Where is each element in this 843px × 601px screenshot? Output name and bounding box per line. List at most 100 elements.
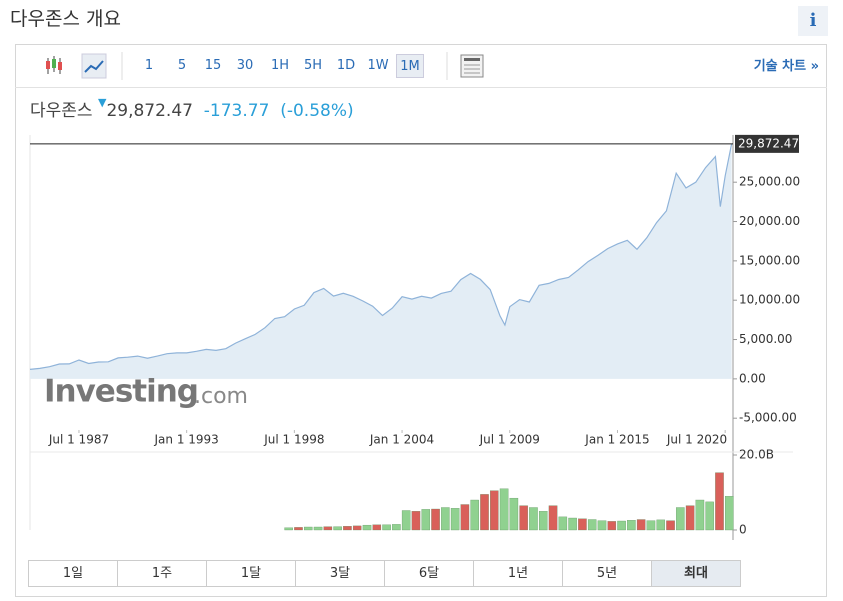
x-tick-label: Jan 1 1993 — [154, 433, 219, 447]
table-icon-wrap — [446, 52, 484, 80]
interval-button[interactable]: 5 — [177, 58, 187, 73]
last-price-box — [735, 134, 799, 153]
price-line — [29, 143, 733, 370]
volume-bar — [636, 519, 646, 531]
watermark: Investing — [44, 374, 198, 410]
y-tick-label: 0.00 — [739, 371, 766, 385]
volume-bar — [725, 496, 734, 531]
x-tick-label: Jul 1 2009 — [479, 433, 540, 447]
change-percent: (-0.58%) — [280, 101, 354, 121]
volume-bar — [372, 524, 382, 531]
volume-bar — [362, 524, 372, 531]
x-tick-label: Jan 1 2004 — [369, 433, 434, 447]
x-tick-label: Jul 1 1998 — [263, 433, 324, 447]
volume-bar — [666, 520, 675, 531]
toolbar: 1 5 15 30 1H 5H 1D 1W 1M 기술 차트 » — [15, 44, 827, 88]
volume-bar — [617, 520, 626, 531]
volume-bar — [587, 519, 597, 531]
x-tick-label: Jan 1 2015 — [584, 433, 649, 447]
interval-button[interactable]: 1D — [336, 58, 356, 73]
y-tick-label: 0 — [739, 523, 747, 537]
range-button[interactable]: 3달 — [295, 560, 385, 587]
volume-bar — [548, 505, 558, 531]
volume-bar — [695, 499, 705, 531]
last-price-label: 29,872.47 — [738, 136, 799, 150]
area-icon[interactable] — [81, 53, 107, 79]
volume-bar — [646, 520, 656, 531]
volume-bar — [323, 526, 333, 531]
volume-bar — [529, 507, 538, 531]
volume-bar — [470, 499, 479, 531]
area-fill — [30, 143, 732, 379]
y-tick-label: -5,000.00 — [739, 411, 797, 425]
volume-bar — [352, 525, 362, 531]
y-tick-label: 5,000.00 — [739, 332, 792, 346]
volume-bar — [568, 517, 577, 531]
volume-bar — [490, 490, 499, 531]
volume-bar — [392, 524, 401, 531]
range-button[interactable]: 1일 — [28, 560, 118, 587]
range-button[interactable]: 1달 — [206, 560, 296, 587]
interval-button[interactable]: 1M — [396, 54, 424, 78]
range-button[interactable]: 최대 — [651, 560, 741, 587]
volume-bar — [607, 521, 617, 531]
volume-bar — [450, 508, 460, 531]
volume-bar — [294, 527, 303, 531]
volume-bar — [656, 519, 666, 531]
volume-bar — [421, 509, 431, 531]
range-button[interactable]: 6달 — [384, 560, 474, 587]
volume-bar — [343, 526, 352, 531]
volume-bar — [519, 505, 528, 531]
y-tick-label: 20.0B — [739, 448, 774, 462]
price: 29,872.47 — [106, 101, 193, 121]
volume-bar — [499, 488, 509, 531]
x-tick-label: Jul 1 1987 — [48, 433, 109, 447]
y-tick-label: 20,000.00 — [739, 214, 800, 228]
volume-bar — [538, 511, 548, 531]
volume-bar — [480, 494, 489, 531]
volume-bar — [333, 526, 342, 531]
widget-frame — [15, 44, 827, 597]
volume-bar — [705, 501, 714, 531]
volume-bar — [627, 520, 636, 531]
interval-button[interactable]: 1W — [367, 58, 389, 73]
index-name: 다우존스 — [30, 101, 93, 121]
volume-bar — [460, 504, 470, 531]
y-tick-label: 10,000.00 — [739, 293, 800, 307]
y-tick-label: 15,000.00 — [739, 253, 800, 267]
info-button[interactable]: i — [798, 6, 828, 36]
candle-icon[interactable] — [46, 56, 62, 74]
toolbar-icons — [46, 52, 123, 80]
range-buttons: 1일 1주 1달 3달 6달 1년 5년 최대 — [28, 560, 741, 587]
volume-bar — [558, 516, 568, 531]
volume-bar — [597, 520, 607, 531]
page-title: 다우존스 개요 — [10, 8, 121, 30]
y-tick-label: 25,000.00 — [739, 175, 800, 189]
volume-bar — [284, 527, 293, 531]
range-button[interactable]: 1주 — [117, 560, 207, 587]
volume-bar — [676, 507, 685, 531]
volume-bar — [401, 510, 411, 531]
interval-button[interactable]: 1H — [270, 58, 290, 73]
range-button[interactable]: 5년 — [562, 560, 652, 587]
table-icon[interactable] — [460, 54, 484, 78]
volume-bar — [382, 524, 391, 531]
interval-button[interactable]: 30 — [236, 58, 254, 73]
volume-bar — [431, 508, 440, 531]
volume-bar — [441, 507, 450, 531]
range-button[interactable]: 1년 — [473, 560, 563, 587]
interval-button[interactable]: 15 — [204, 58, 222, 73]
volume-bar — [685, 505, 695, 531]
technical-chart-link[interactable]: 기술 차트 » — [753, 59, 819, 74]
volume-bar — [715, 472, 724, 531]
down-arrow: ▼ — [97, 96, 107, 109]
interval-button[interactable]: 5H — [303, 58, 323, 73]
interval-button[interactable]: 1 — [144, 58, 154, 73]
volume-bar — [509, 497, 519, 531]
x-tick-label: Jul 1 2020 — [666, 433, 727, 447]
quote: 다우존스 ▼29,872.47 -173.77 (-0.58%) — [30, 96, 354, 121]
change: -173.77 — [203, 101, 270, 121]
volume-bar — [304, 526, 313, 531]
